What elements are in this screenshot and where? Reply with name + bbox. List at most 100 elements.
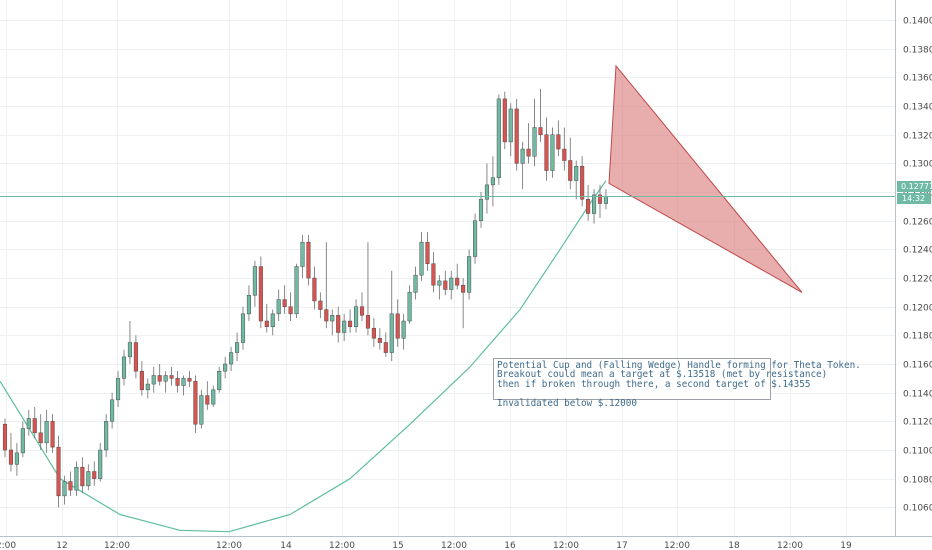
time-tick-label: 19 [840, 541, 852, 550]
candle [431, 252, 436, 293]
candle [312, 266, 317, 310]
candle-body [68, 481, 73, 491]
candle [62, 475, 67, 505]
candle-body [413, 274, 418, 293]
candle-body [145, 383, 150, 391]
candle [80, 457, 85, 494]
candle-body [258, 266, 263, 322]
candle [556, 120, 561, 157]
candle [294, 263, 299, 319]
candle [110, 392, 115, 429]
candle-body [342, 320, 347, 333]
candle-body [163, 375, 168, 382]
price-tick-label: 0.12000 [903, 304, 932, 314]
time-tick-label: 17 [616, 541, 627, 550]
candle-body [484, 184, 489, 200]
candle [568, 137, 573, 190]
candle-body [431, 263, 436, 286]
candle [205, 381, 210, 410]
candle-body [32, 418, 37, 434]
time-tick-label: 12 [56, 541, 67, 550]
candle [163, 371, 168, 393]
candle [157, 364, 162, 386]
candle-body [121, 356, 127, 379]
candle-body [44, 421, 49, 444]
candle [330, 309, 335, 336]
candle-body [80, 466, 85, 487]
candle-body [544, 134, 549, 171]
candle-body [538, 127, 543, 135]
candle [514, 98, 519, 171]
candlestick-series [2, 88, 609, 508]
candle-body [425, 241, 430, 264]
candle [276, 289, 281, 322]
candle [348, 309, 353, 333]
candle [401, 313, 406, 350]
candle [574, 160, 579, 200]
candle [550, 127, 555, 178]
candle-body [568, 160, 573, 181]
candle [38, 414, 43, 451]
candle-body [38, 432, 43, 444]
candle-body [597, 194, 603, 204]
candle [258, 256, 263, 329]
candle [365, 242, 370, 336]
candle-body [562, 148, 567, 161]
candle-body [92, 471, 97, 479]
candle-body [407, 292, 412, 322]
candle-body [86, 471, 91, 487]
candle-body [175, 378, 180, 386]
candle [92, 461, 97, 486]
candle-body [8, 449, 13, 465]
candle [526, 123, 531, 164]
candle-body [104, 421, 109, 451]
candle-body [419, 241, 424, 276]
candle-body [50, 421, 55, 448]
candle [496, 94, 501, 185]
candle [597, 184, 603, 218]
candle [252, 260, 257, 307]
candle-body [592, 194, 597, 214]
candle [413, 266, 418, 300]
candle [32, 407, 37, 439]
candle [354, 299, 359, 333]
candle [211, 385, 216, 408]
candle-body [395, 313, 400, 339]
candle-body [74, 466, 79, 491]
candle [371, 318, 376, 347]
candle [562, 127, 567, 171]
candle [538, 88, 543, 142]
candle-body [282, 299, 287, 307]
candle [145, 378, 150, 399]
candle [389, 270, 394, 362]
candle-body [312, 277, 317, 302]
candle [455, 263, 460, 290]
candle-body [473, 220, 478, 257]
candle-body [229, 352, 234, 365]
candle-body [187, 378, 192, 382]
time-tick-label: 16 [504, 541, 516, 550]
candle [175, 371, 180, 393]
candle [532, 98, 537, 167]
analysis-note[interactable]: Potential Cup and (Falling Wedge) Handle… [493, 358, 861, 408]
candle [121, 349, 127, 386]
candle-body [14, 452, 19, 465]
wedge-shape [608, 64, 803, 293]
candle-body [371, 327, 376, 339]
candle-body [199, 395, 204, 425]
candle-body [437, 280, 442, 286]
candle-body [550, 134, 555, 171]
time-tick-label: 12:00 [664, 541, 690, 550]
candle-body [455, 277, 460, 286]
candle-body [532, 127, 537, 157]
candle [20, 421, 25, 458]
candle [359, 292, 365, 322]
candle-body [467, 256, 472, 293]
candle-body [300, 241, 305, 267]
candle-body [151, 375, 156, 385]
